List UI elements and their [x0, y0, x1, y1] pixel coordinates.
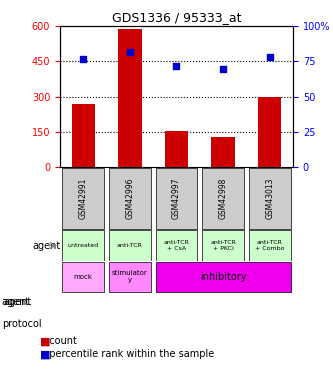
Text: agent: agent [3, 297, 32, 307]
Point [267, 54, 272, 60]
Text: anti-TCR: anti-TCR [117, 243, 143, 248]
FancyBboxPatch shape [62, 262, 104, 292]
FancyBboxPatch shape [249, 231, 291, 261]
Text: GSM43013: GSM43013 [265, 178, 274, 219]
Text: anti-TCR
+ CsA: anti-TCR + CsA [164, 240, 189, 251]
Bar [211, 137, 235, 167]
Text: inhibitory: inhibitory [200, 272, 246, 282]
Text: GSM42998: GSM42998 [218, 178, 228, 219]
FancyBboxPatch shape [62, 168, 104, 229]
Text: protocol: protocol [2, 320, 41, 329]
Text: stimulator
y: stimulator y [112, 270, 148, 284]
Text: ■: ■ [40, 350, 51, 359]
Point [127, 49, 133, 55]
FancyBboxPatch shape [156, 231, 197, 261]
FancyBboxPatch shape [249, 168, 291, 229]
FancyBboxPatch shape [156, 168, 197, 229]
FancyBboxPatch shape [109, 231, 151, 261]
FancyBboxPatch shape [202, 231, 244, 261]
FancyBboxPatch shape [109, 168, 151, 229]
Text: count: count [43, 336, 77, 346]
Text: untreated: untreated [68, 243, 99, 248]
Text: agent: agent [2, 297, 30, 307]
Text: GSM42991: GSM42991 [79, 178, 88, 219]
Bar [258, 97, 281, 167]
Text: GSM42996: GSM42996 [125, 178, 135, 219]
Point [220, 66, 226, 72]
Text: ■: ■ [40, 336, 51, 346]
FancyBboxPatch shape [202, 168, 244, 229]
Text: anti-TCR
+ Combo: anti-TCR + Combo [255, 240, 284, 251]
Bar [72, 104, 95, 167]
FancyBboxPatch shape [62, 231, 104, 261]
Bar [118, 28, 142, 167]
Title: GDS1336 / 95333_at: GDS1336 / 95333_at [112, 11, 241, 24]
FancyBboxPatch shape [156, 262, 291, 292]
Text: agent: agent [33, 240, 61, 250]
Text: anti-TCR
+ PKCi: anti-TCR + PKCi [210, 240, 236, 251]
Text: percentile rank within the sample: percentile rank within the sample [43, 350, 214, 359]
Text: mock: mock [74, 274, 93, 280]
FancyBboxPatch shape [109, 262, 151, 292]
Text: GSM42997: GSM42997 [172, 178, 181, 219]
Point [174, 63, 179, 69]
Bar [165, 131, 188, 167]
Point [81, 56, 86, 62]
